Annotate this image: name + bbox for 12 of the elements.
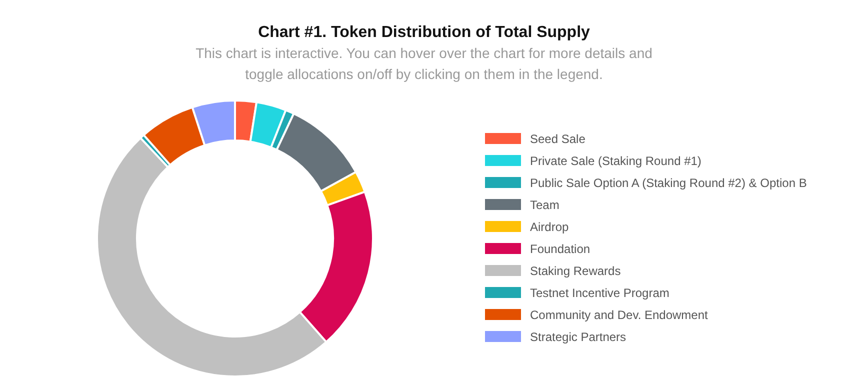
legend-label: Public Sale Option A (Staking Round #2) & Option B (530, 176, 807, 190)
legend-label: Seed Sale (530, 132, 586, 146)
legend-label: Foundation (530, 242, 590, 256)
legend-label: Airdrop (530, 220, 570, 234)
legend-label: Private Sale (Staking Round #1) (530, 154, 702, 168)
legend-label: Team (530, 198, 560, 212)
legend-label: Testnet Incentive Program (530, 286, 670, 300)
chart-title: Chart #1. Token Distribution of Total Supply (258, 24, 590, 41)
chart-subtitle: This chart is interactive. You can hover over the chart for more details and toggle allocations on/off by clicking on them in the legend. (196, 45, 652, 82)
legend-label: Community and Dev. Endowment (530, 308, 709, 322)
legend-label: Strategic Partners (530, 330, 626, 344)
legend-label: Staking Rewards (530, 264, 621, 278)
